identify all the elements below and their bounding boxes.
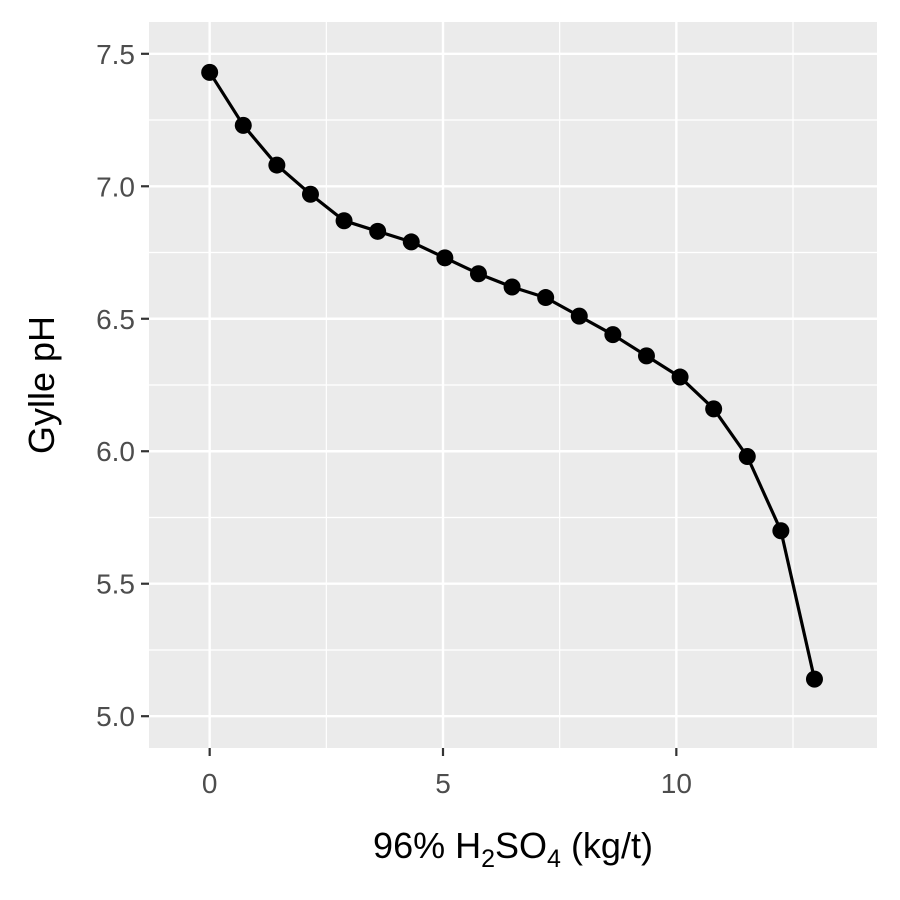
data-point [570,307,588,325]
y-tick-label: 5.0 [96,701,135,732]
x-tick-label: 0 [202,768,218,799]
y-tick-label: 7.0 [96,171,135,202]
x-tick-label: 5 [435,768,451,799]
y-axis: 5.0 5.5 6.0 6.5 7.0 7.5 [96,39,149,732]
data-point [705,400,723,418]
data-point [805,670,823,688]
data-point [436,249,454,267]
data-point [268,156,286,174]
x-axis-title-prefix: 96% H [373,825,481,866]
major-gridlines [149,22,877,748]
data-point [335,212,353,230]
series-layer [201,63,823,688]
x-axis-title-subscript-2: 2 [481,845,495,873]
data-point [738,448,756,466]
minor-gridlines [149,22,877,748]
data-point [301,185,319,203]
x-axis-title-subscript-4: 4 [547,845,561,873]
x-axis-title-mid: SO [495,825,547,866]
data-point [234,116,252,134]
x-axis-title-suffix: (kg/t) [561,825,653,866]
data-point [402,233,420,251]
data-point [503,278,521,296]
x-tick-label: 10 [661,768,692,799]
data-point [604,326,622,344]
data-point [201,63,219,81]
data-point [469,265,487,283]
data-point [369,222,387,240]
x-axis-title: 96% H2SO4 (kg/t) [373,825,653,873]
data-point [772,522,790,540]
data-point [537,289,555,307]
data-point [671,368,689,386]
data-point [637,347,655,365]
x-axis: 0 5 10 [202,748,692,799]
y-tick-label: 6.0 [96,436,135,467]
y-tick-label: 6.5 [96,304,135,335]
y-tick-label: 5.5 [96,569,135,600]
y-axis-title: Gylle pH [21,316,62,454]
y-tick-label: 7.5 [96,39,135,70]
